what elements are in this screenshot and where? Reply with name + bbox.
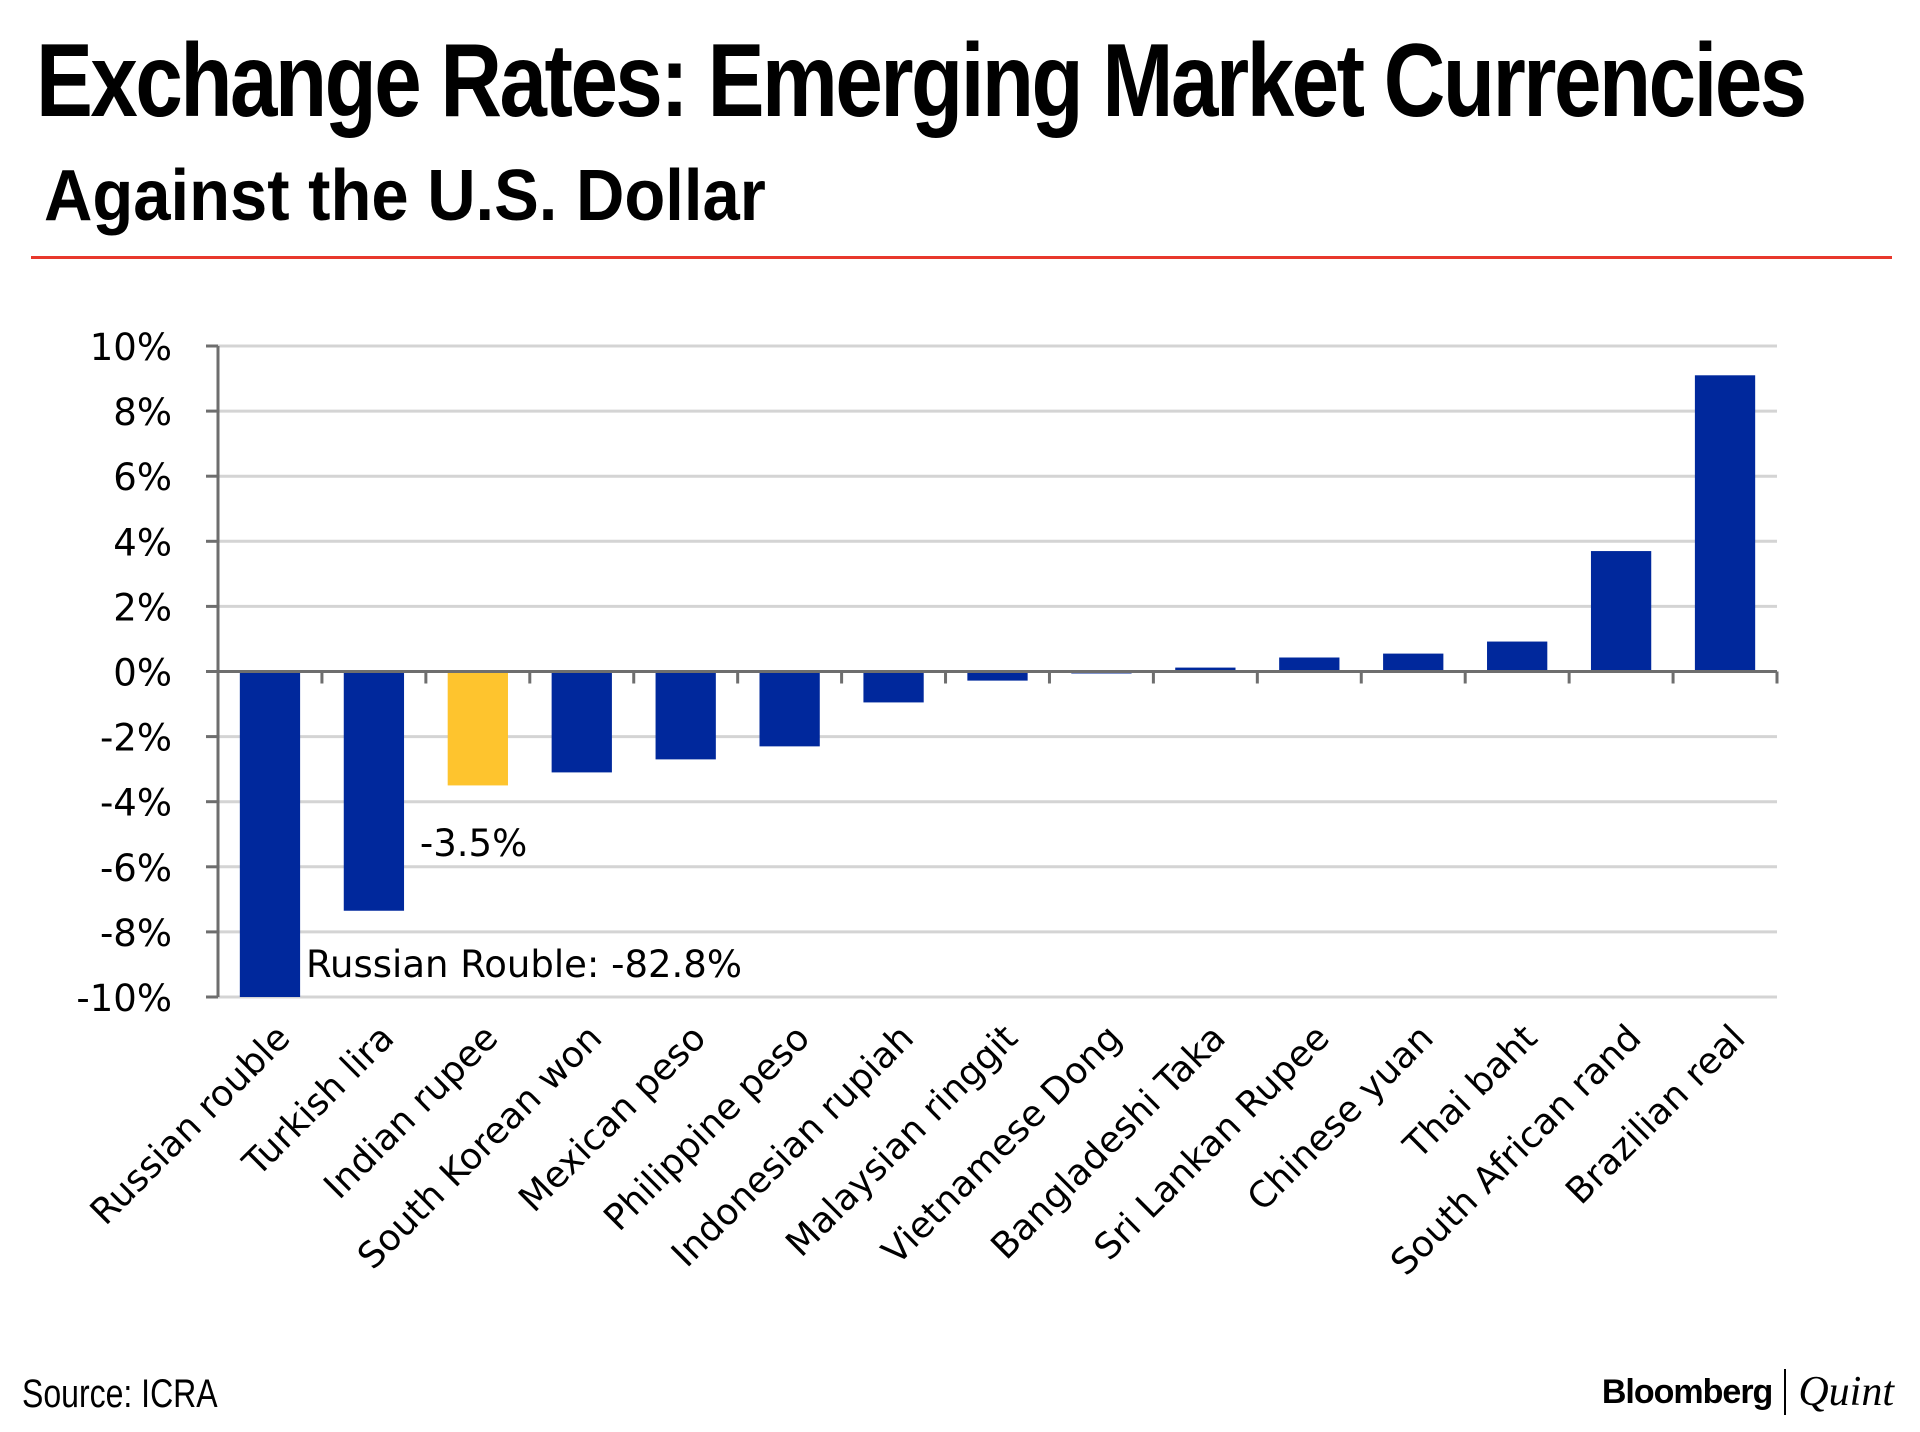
- bar: [343, 671, 405, 911]
- title-divider: [31, 256, 1892, 259]
- bar: [1383, 653, 1444, 672]
- y-axis-ticks: 10% 8% 6% 4% 2% 0% -2% -4% -6% -8% -10%: [76, 326, 218, 1020]
- y-tick-label: -8%: [100, 912, 172, 955]
- source-note: Source: ICRA: [22, 1372, 218, 1416]
- page-subtitle: Against the U.S. Dollar: [44, 156, 766, 236]
- y-tick-label: -10%: [76, 977, 172, 1020]
- y-tick-label: -2%: [100, 717, 172, 760]
- brand-bloomberg: Bloomberg: [1601, 1372, 1773, 1411]
- brand-separator: [1784, 1369, 1787, 1415]
- y-tick-label: 6%: [113, 456, 172, 499]
- y-tick-label: 2%: [113, 586, 172, 629]
- bar: [759, 671, 820, 747]
- y-tick-label: -4%: [100, 782, 172, 825]
- bar: [1694, 375, 1756, 672]
- x-tick-label: Brazilian real: [1558, 1017, 1753, 1212]
- axes: [216, 346, 1779, 997]
- bar: [1487, 641, 1548, 672]
- bar: [863, 671, 924, 703]
- brand-quint: Quint: [1798, 1369, 1894, 1415]
- bar: [551, 671, 612, 773]
- annotation-russian-rouble: Russian Rouble: -82.8%: [306, 943, 742, 986]
- page-title: Exchange Rates: Emerging Market Currenci…: [36, 23, 1807, 139]
- bar: [1175, 667, 1236, 672]
- bar: [655, 671, 716, 760]
- x-tick-label: Chinese yuan: [1240, 1017, 1442, 1219]
- annotations: -3.5% Russian Rouble: -82.8%: [306, 822, 742, 986]
- bar: [239, 671, 301, 997]
- y-tick-label: 10%: [90, 326, 172, 369]
- y-tick-label: 8%: [113, 391, 172, 434]
- y-tick-label: 0%: [113, 652, 172, 695]
- bars: [239, 375, 1756, 997]
- gridlines: [218, 344, 1777, 999]
- bar: [447, 671, 508, 786]
- bar: [967, 671, 1028, 681]
- bar: [1590, 551, 1652, 672]
- annotation-indian-rupee: -3.5%: [420, 822, 527, 865]
- brand-logo: Bloomberg Quint: [1602, 1368, 1894, 1416]
- x-tick-label: Mexican peso: [511, 1017, 714, 1220]
- bar: [1279, 657, 1340, 672]
- y-tick-label: -6%: [100, 847, 172, 890]
- y-tick-label: 4%: [113, 521, 172, 564]
